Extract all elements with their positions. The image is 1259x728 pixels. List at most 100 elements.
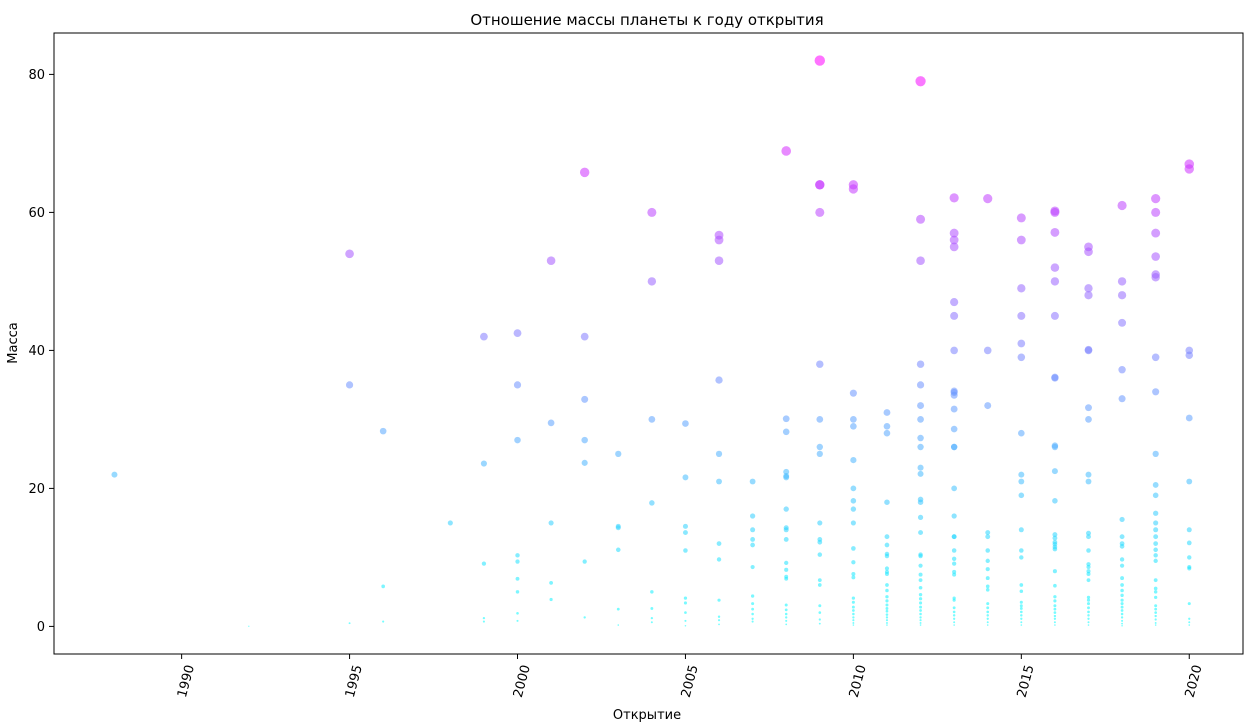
data-point: [950, 425, 958, 433]
data-point: [1020, 617, 1023, 620]
data-point: [783, 474, 790, 481]
data-point: [816, 360, 824, 368]
data-point: [1019, 589, 1024, 593]
data-point: [1120, 583, 1124, 587]
data-point: [1084, 284, 1093, 293]
data-point: [950, 311, 959, 320]
data-point: [984, 402, 992, 410]
x-tick-label: 2005: [679, 663, 702, 699]
data-point: [682, 523, 688, 529]
data-point: [1053, 595, 1057, 599]
data-point: [952, 614, 956, 617]
data-point: [615, 525, 621, 531]
data-point: [1188, 621, 1191, 624]
data-point: [883, 422, 891, 430]
data-point: [1152, 492, 1159, 499]
data-point: [751, 612, 754, 616]
data-point: [547, 419, 555, 427]
data-point: [1086, 578, 1091, 583]
data-point: [1052, 569, 1057, 574]
data-point: [1084, 291, 1093, 300]
data-point: [1119, 563, 1125, 568]
data-point: [851, 600, 855, 604]
data-point: [1151, 194, 1161, 204]
data-point: [1019, 607, 1023, 610]
data-point: [1120, 602, 1124, 606]
data-point: [1120, 609, 1124, 612]
data-point: [985, 576, 990, 581]
data-point: [684, 611, 687, 614]
data-point: [516, 611, 519, 615]
data-point: [717, 619, 721, 622]
y-axis-ticks: 0 20 40 60 80: [28, 68, 54, 635]
data-point: [548, 520, 554, 526]
data-point: [949, 235, 959, 245]
data-point: [1153, 520, 1159, 526]
data-point: [884, 571, 889, 576]
data-point: [1117, 277, 1127, 286]
data-point: [884, 553, 890, 559]
data-point: [1053, 617, 1057, 620]
data-point: [850, 416, 857, 423]
data-point: [750, 542, 755, 548]
data-point: [883, 409, 891, 416]
data-point: [1053, 604, 1057, 608]
data-point: [916, 381, 925, 389]
data-point: [1050, 263, 1060, 272]
data-point: [1018, 527, 1024, 533]
data-point: [816, 416, 824, 423]
data-point: [447, 520, 453, 526]
data-point: [885, 609, 889, 613]
data-point: [885, 583, 889, 587]
data-point: [1186, 527, 1192, 533]
data-point: [917, 416, 924, 423]
data-point: [683, 596, 688, 600]
data-point: [985, 530, 991, 536]
data-point: [1084, 247, 1093, 257]
data-point: [1086, 602, 1091, 606]
data-point: [1121, 622, 1123, 625]
data-point: [918, 585, 923, 590]
data-point: [848, 184, 859, 194]
data-point: [1020, 621, 1023, 624]
y-tick-label: 0: [37, 620, 45, 635]
data-point: [952, 606, 956, 610]
data-point: [1053, 611, 1057, 614]
data-point: [851, 560, 856, 565]
data-point: [986, 624, 989, 626]
data-point: [381, 584, 385, 589]
data-point: [345, 249, 354, 259]
data-point: [850, 506, 857, 512]
data-point: [784, 576, 789, 581]
data-point: [852, 616, 855, 619]
data-point: [1185, 414, 1193, 422]
data-point: [750, 564, 755, 570]
data-point: [1052, 535, 1058, 541]
data-point: [951, 485, 958, 492]
data-point: [581, 459, 588, 466]
data-point: [1087, 621, 1090, 624]
data-point: [615, 450, 622, 458]
data-point: [650, 616, 654, 620]
data-point: [1154, 611, 1157, 614]
data-point: [852, 612, 855, 616]
data-point: [918, 578, 923, 583]
data-point: [1154, 618, 1157, 621]
data-point: [817, 583, 822, 587]
data-point: [1087, 606, 1090, 610]
data-point: [1151, 273, 1160, 282]
data-point: [549, 597, 553, 602]
data-point: [1051, 374, 1059, 382]
data-point: [952, 572, 957, 577]
data-point: [852, 624, 855, 626]
data-point: [1120, 576, 1125, 581]
data-point: [918, 597, 923, 601]
data-point: [917, 443, 924, 451]
data-point: [1019, 610, 1023, 614]
data-point: [950, 405, 958, 413]
data-point: [949, 242, 959, 252]
data-point: [111, 471, 118, 478]
data-point: [918, 592, 923, 597]
data-point: [885, 619, 889, 622]
data-point: [885, 588, 889, 593]
